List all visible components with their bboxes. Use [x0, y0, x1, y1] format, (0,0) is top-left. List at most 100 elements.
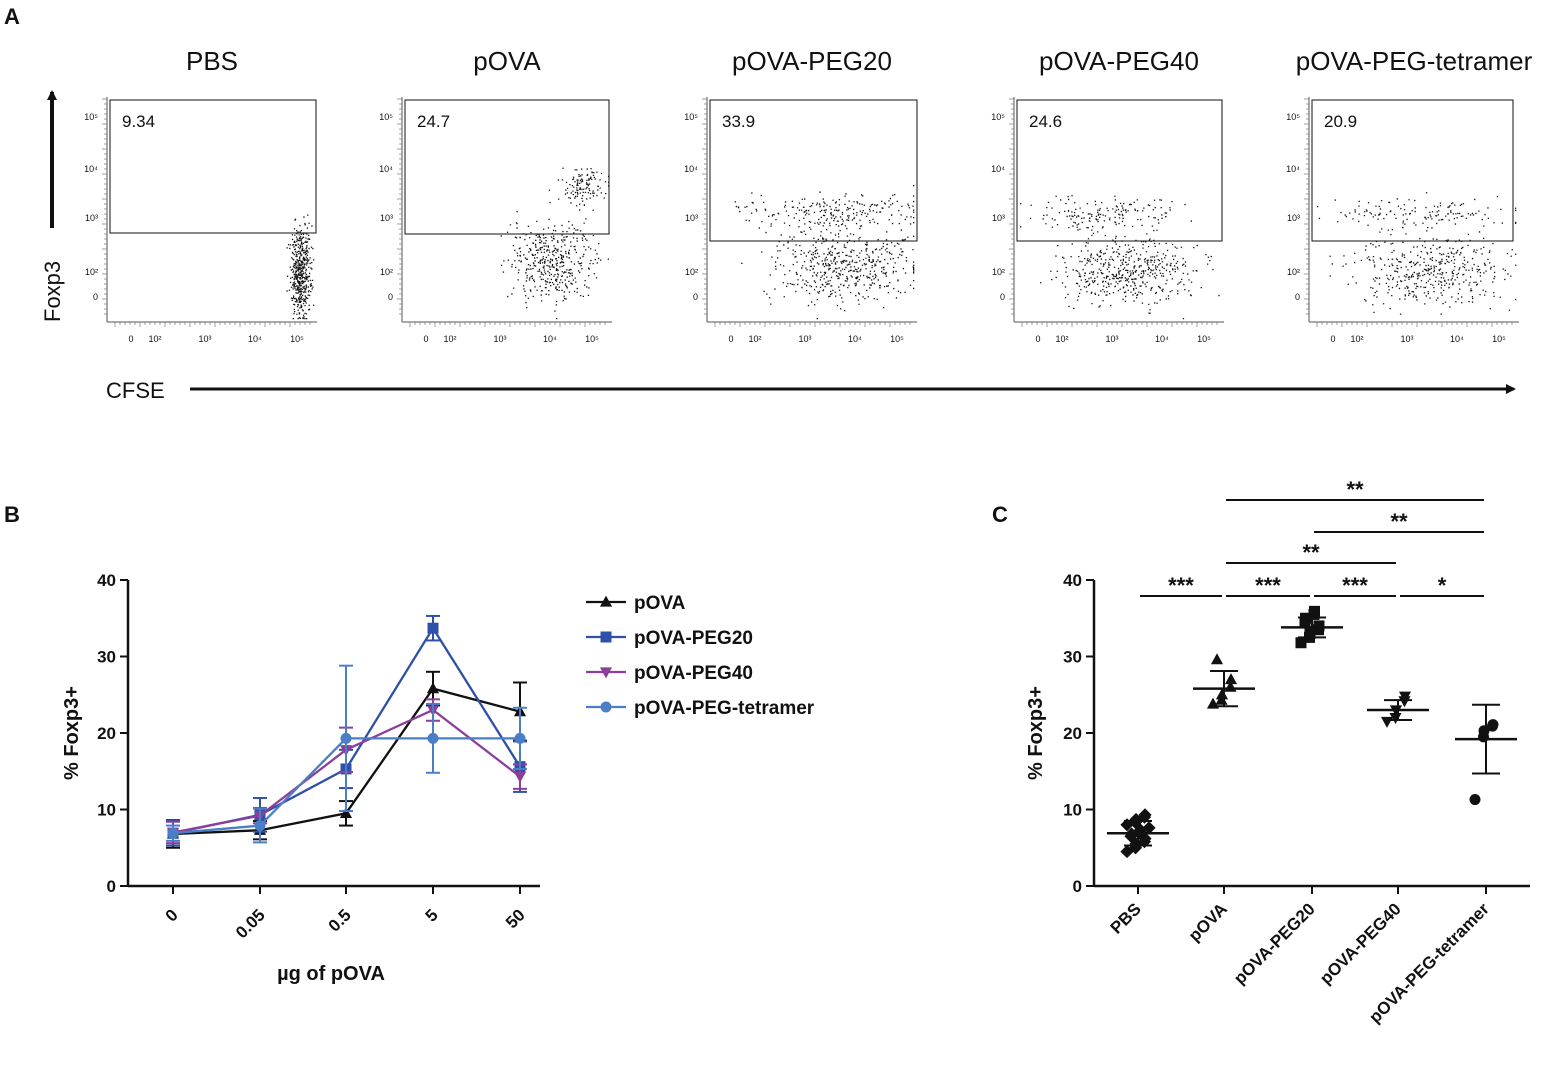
panel-c-point — [1120, 818, 1134, 832]
flow-plot-title: pOVA-PEG20 — [732, 46, 892, 76]
flow-y-tick-label: 10⁴ — [84, 164, 98, 174]
panel-b-point — [427, 732, 439, 744]
flow-x-tick-label: 10² — [443, 334, 456, 344]
flow-y-tick-label: 10⁴ — [379, 164, 393, 174]
panel-c-point — [1295, 637, 1307, 649]
panel-c-group-pOVA — [1193, 653, 1255, 709]
flow-x-tick-label: 10² — [1350, 334, 1363, 344]
flow-y-tick-label: 10⁵ — [684, 112, 698, 122]
panel-b-x-label: µg of pOVA — [277, 963, 385, 985]
panel-c-y-tick-label: 20 — [1063, 724, 1082, 743]
flow-plot-5: pOVA-PEG-tetramer 10⁵ 10⁴ 10³ 10² 0 0 10² 10³ 10⁴… — [1286, 46, 1532, 344]
flow-plot-title: PBS — [186, 46, 238, 76]
significance-label: ** — [1302, 540, 1320, 565]
significance-label: ** — [1346, 477, 1364, 502]
legend-label: pOVA-PEG40 — [634, 663, 753, 684]
flow-y-tick-label: 10⁵ — [379, 112, 393, 122]
flow-gate-value: 24.6 — [1029, 112, 1062, 131]
panel-c-point — [1133, 823, 1148, 837]
flow-x-tick-label: 10² — [1055, 334, 1068, 344]
significance-bracket: ** — [1226, 477, 1484, 502]
panel-b-y-tick-label: 10 — [97, 801, 116, 820]
flow-x-tick-label: 10⁵ — [1492, 334, 1506, 344]
flow-x-tick-label: 10⁵ — [585, 334, 599, 344]
flow-y-tick-label: 10³ — [992, 213, 1005, 223]
panel-b-point — [340, 732, 352, 744]
flow-y-tick-label: 10⁵ — [1286, 112, 1300, 122]
flow-x-tick-label: 10³ — [1105, 334, 1118, 344]
flow-plot-3: pOVA-PEG20 10⁵ 10⁴ 10³ 10² 0 0 10² 10³ 10⁴ 10⁵ 33.9 — [684, 46, 918, 344]
flow-plot-title: pOVA-PEG-tetramer — [1296, 46, 1533, 76]
panel-b-series-pOVA-PEG-tetramer — [166, 664, 527, 844]
legend-swatch-marker — [599, 595, 613, 607]
panel-c-x-tick-label: pOVA — [1185, 899, 1231, 945]
panel-b-x-tick-label: 0.5 — [325, 905, 355, 935]
panel-c-point — [1469, 794, 1481, 806]
flow-x-tick-label: 0 — [728, 334, 733, 344]
flow-plot-2: pOVA 10⁵ 10⁴ 10³ 10² 0 0 10² 10³ 10⁴ 10⁵ 24.7 — [379, 46, 612, 344]
panel-c-y-tick-label: 40 — [1063, 571, 1082, 590]
flow-gate — [709, 99, 918, 242]
panel-c-point — [1120, 844, 1134, 859]
significance-label: ** — [1390, 509, 1408, 534]
significance-bracket: ** — [1226, 540, 1396, 565]
flow-x-tick-label: 10⁴ — [848, 334, 862, 344]
panel-b-y-tick-label: 40 — [97, 571, 116, 590]
significance-label: *** — [1342, 573, 1368, 598]
flow-y-tick-label: 10² — [85, 267, 98, 277]
flow-plot-1: PBS 10⁵ 10⁴ 10³ 10² 0 0 10² 10³ 10⁴ 10⁵ 9.34 — [84, 46, 317, 344]
significance-bracket: * — [1400, 573, 1484, 598]
panel-c-x-tick-label: pOVA-PEG40 — [1316, 899, 1405, 988]
flow-x-tick-label: 10⁵ — [1197, 334, 1211, 344]
flow-gate — [109, 99, 317, 234]
significance-bracket: ** — [1314, 509, 1484, 534]
flow-gate-value: 24.7 — [417, 112, 450, 131]
panel-b-point — [254, 820, 266, 832]
legend-label: pOVA-PEG20 — [634, 628, 753, 649]
flow-x-tick-label: 10² — [748, 334, 761, 344]
flow-y-tick-label: 10³ — [1287, 213, 1300, 223]
flow-y-tick-label: 10⁴ — [991, 164, 1005, 174]
panel-c-y-tick-label: 0 — [1073, 877, 1082, 896]
flow-events — [734, 184, 915, 320]
panel-c-point — [1129, 837, 1143, 851]
panel-b-x-tick-label: 5 — [422, 905, 442, 925]
panel-c-group-pOVA-PEG20 — [1281, 605, 1343, 649]
panel-c-point — [1380, 716, 1394, 728]
panel-b-x-tick-label: 0.05 — [232, 905, 269, 942]
panel-c-point — [1309, 605, 1320, 617]
legend-swatch-marker — [600, 701, 612, 713]
panel-c-point — [1487, 719, 1499, 731]
panel-b-y-tick-label: 30 — [97, 648, 116, 667]
flow-gate-value: 33.9 — [722, 112, 755, 131]
panel-b-letter: B — [4, 502, 20, 527]
flow-gate — [404, 99, 610, 235]
panel-b-x-tick-label: 50 — [502, 905, 529, 932]
flow-x-tick-label: 10³ — [798, 334, 811, 344]
panel-c-y-tick-label: 10 — [1063, 801, 1082, 820]
flow-events — [1317, 192, 1517, 315]
flow-y-tick-label: 10² — [992, 267, 1005, 277]
flow-y-tick-label: 0 — [388, 292, 393, 302]
foxp3-axis-label: Foxp3 — [40, 261, 65, 322]
panel-c-point — [1138, 831, 1152, 846]
flow-gate-value: 20.9 — [1324, 112, 1357, 131]
legend-swatch-marker — [600, 631, 612, 643]
panel-c-point — [1304, 628, 1316, 640]
panel-b-point — [339, 807, 353, 818]
flow-y-tick-label: 10² — [380, 267, 393, 277]
panel-c-point — [1215, 688, 1229, 700]
flow-y-tick-label: 0 — [693, 292, 698, 302]
flow-plots: PBS 10⁵ 10⁴ 10³ 10² 0 0 10² 10³ 10⁴ 10⁵ 9.34 pOVA 10⁵… — [84, 46, 1532, 344]
flow-y-tick-label: 10² — [1287, 267, 1300, 277]
panel-c-group-PBS — [1107, 808, 1169, 859]
flow-gate — [1016, 99, 1223, 242]
flow-y-tick-label: 10⁵ — [84, 112, 98, 122]
flow-events — [500, 167, 610, 320]
flow-y-tick-label: 10³ — [685, 213, 698, 223]
flow-x-tick-label: 0 — [423, 334, 428, 344]
panel-b-y-label: % Foxp3+ — [61, 686, 83, 780]
panel-c-y-tick-label: 30 — [1063, 648, 1082, 667]
significance-bracket: *** — [1314, 573, 1396, 598]
